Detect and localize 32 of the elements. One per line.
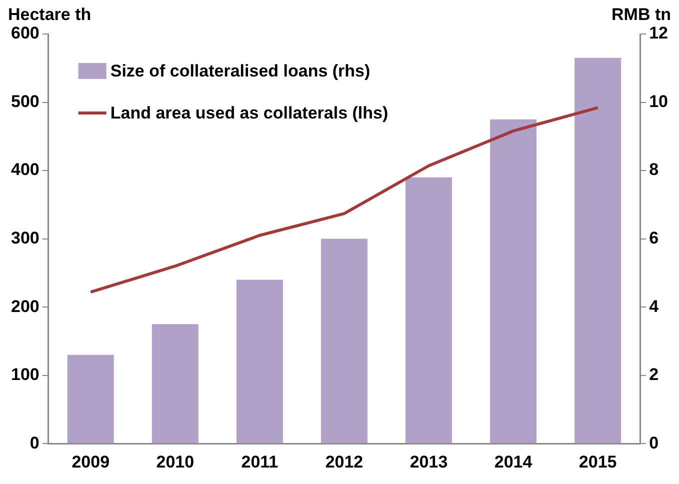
y-tick-label: 500: [10, 92, 40, 111]
y2-tick-label: 10: [649, 92, 668, 111]
x-tick-label: 2013: [410, 452, 448, 472]
x-tick-label: 2011: [241, 452, 278, 472]
legend-label: Size of collateralised loans (rhs): [110, 62, 370, 81]
y-tick-label: 300: [10, 228, 40, 248]
y2-tick-label: 4: [649, 296, 660, 316]
y2-tick-label: 2: [649, 365, 659, 384]
y-tick-label: 400: [10, 160, 40, 180]
bar: [320, 238, 368, 444]
y2-tick-label: 8: [649, 160, 659, 180]
y-tick-label: 600: [10, 24, 40, 43]
y-tick-label: 200: [10, 296, 40, 316]
bar: [490, 119, 537, 444]
legend-label: Land area used as collaterals (lhs): [110, 104, 388, 123]
y-axis-title: Hectare th: [8, 5, 92, 24]
x-tick-label: 2012: [325, 452, 364, 472]
x-tick-label: 2009: [72, 452, 110, 472]
x-tick-label: 2010: [156, 452, 194, 472]
bar: [152, 324, 198, 444]
y2-tick-label: 0: [649, 433, 659, 452]
bar: [406, 177, 452, 444]
y2-axis-title: RMB tn: [612, 5, 671, 24]
x-tick-label: 2014: [494, 452, 533, 472]
y-tick-label: 0: [30, 433, 40, 452]
bar: [236, 280, 283, 444]
y2-tick-label: 12: [649, 24, 668, 43]
bar: [574, 58, 622, 444]
x-tick-label: 2015: [578, 452, 617, 472]
y2-tick-label: 6: [649, 228, 659, 248]
bar: [67, 354, 114, 444]
y-tick-label: 100: [10, 365, 40, 384]
